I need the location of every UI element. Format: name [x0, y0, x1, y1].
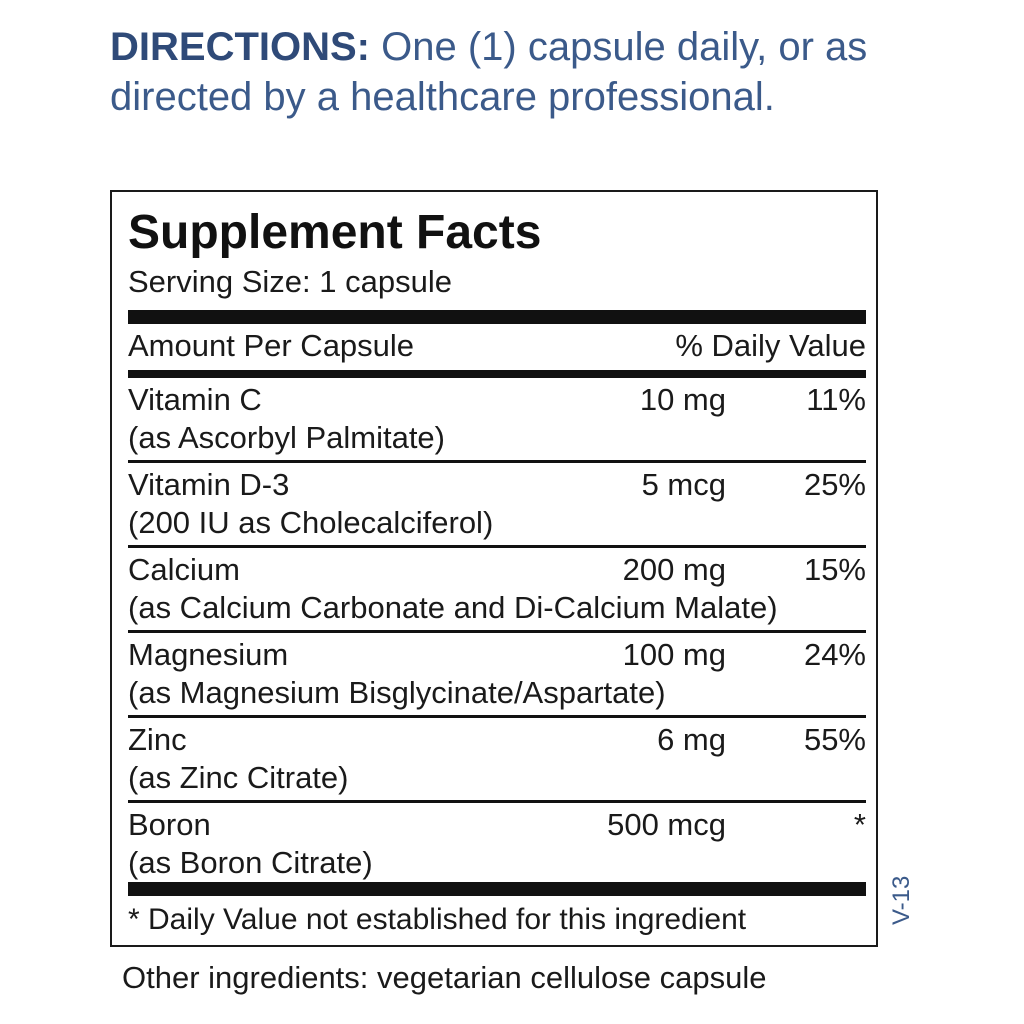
- nutrient-name: Calcium: [128, 552, 240, 587]
- nutrient-amount: 6 mg: [657, 722, 726, 757]
- directions-body: One (1) capsule daily, or as directed by…: [110, 25, 868, 119]
- nutrient-dv: 25%: [803, 467, 866, 502]
- nutrient-row: Vitamin C (as Ascorbyl Palmitate) 10 mg …: [128, 379, 866, 461]
- nutrient-amount: 200 mg: [622, 552, 726, 587]
- nutrient-dv: 55%: [803, 722, 866, 757]
- nutrient-dv: 15%: [803, 552, 866, 587]
- version-label: V-13: [888, 875, 915, 925]
- directions-label: DIRECTIONS:: [110, 25, 370, 69]
- nutrient-name: Vitamin C: [128, 382, 262, 417]
- daily-value-label: % Daily Value: [675, 328, 866, 363]
- serving-size: Serving Size: 1 capsule: [128, 264, 452, 299]
- divider-thick-bottom: [128, 882, 866, 896]
- row-divider: [128, 630, 866, 633]
- nutrient-row: Boron (as Boron Citrate) 500 mcg *: [128, 804, 866, 886]
- nutrient-name: Vitamin D-3: [128, 467, 290, 502]
- daily-value-footnote: * Daily Value not established for this i…: [128, 903, 747, 936]
- nutrient-amount: 500 mcg: [607, 807, 726, 842]
- row-divider: [128, 460, 866, 463]
- nutrient-form: (as Magnesium Bisglycinate/Aspartate): [128, 675, 666, 710]
- nutrient-form: (as Ascorbyl Palmitate): [128, 420, 445, 455]
- other-ingredients: Other ingredients: vegetarian cellulose …: [122, 960, 767, 995]
- directions-text: DIRECTIONS: One (1) capsule daily, or as…: [110, 22, 910, 122]
- nutrient-form: (200 IU as Cholecalciferol): [128, 505, 494, 540]
- nutrient-row: Calcium (as Calcium Carbonate and Di-Cal…: [128, 549, 866, 631]
- nutrient-row: Vitamin D-3 (200 IU as Cholecalciferol) …: [128, 464, 866, 546]
- supplement-facts-panel: Supplement Facts Serving Size: 1 capsule…: [110, 190, 878, 947]
- facts-header-row: Amount Per Capsule % Daily Value: [128, 326, 866, 368]
- nutrient-amount: 5 mcg: [641, 467, 726, 502]
- nutrient-row: Magnesium (as Magnesium Bisglycinate/Asp…: [128, 634, 866, 716]
- amount-per-capsule-label: Amount Per Capsule: [128, 328, 415, 363]
- facts-title: Supplement Facts: [128, 206, 542, 259]
- nutrient-dv: *: [853, 807, 866, 842]
- row-divider: [128, 545, 866, 548]
- divider-thick-top: [128, 310, 866, 324]
- nutrient-dv: 24%: [803, 637, 866, 672]
- nutrient-dv: 11%: [806, 382, 866, 417]
- nutrient-form: (as Boron Citrate): [128, 845, 373, 880]
- divider-medium: [128, 370, 866, 378]
- nutrient-row: Zinc (as Zinc Citrate) 6 mg 55%: [128, 719, 866, 801]
- row-divider: [128, 715, 866, 718]
- row-divider: [128, 800, 866, 803]
- nutrient-amount: 100 mg: [622, 637, 726, 672]
- nutrient-amount: 10 mg: [639, 382, 726, 417]
- nutrient-name: Zinc: [128, 722, 187, 757]
- nutrient-name: Boron: [128, 807, 211, 842]
- nutrient-form: (as Zinc Citrate): [128, 760, 349, 795]
- version-code: V-13: [888, 876, 918, 945]
- nutrient-name: Magnesium: [128, 637, 289, 672]
- nutrient-form: (as Calcium Carbonate and Di-Calcium Mal…: [128, 590, 778, 625]
